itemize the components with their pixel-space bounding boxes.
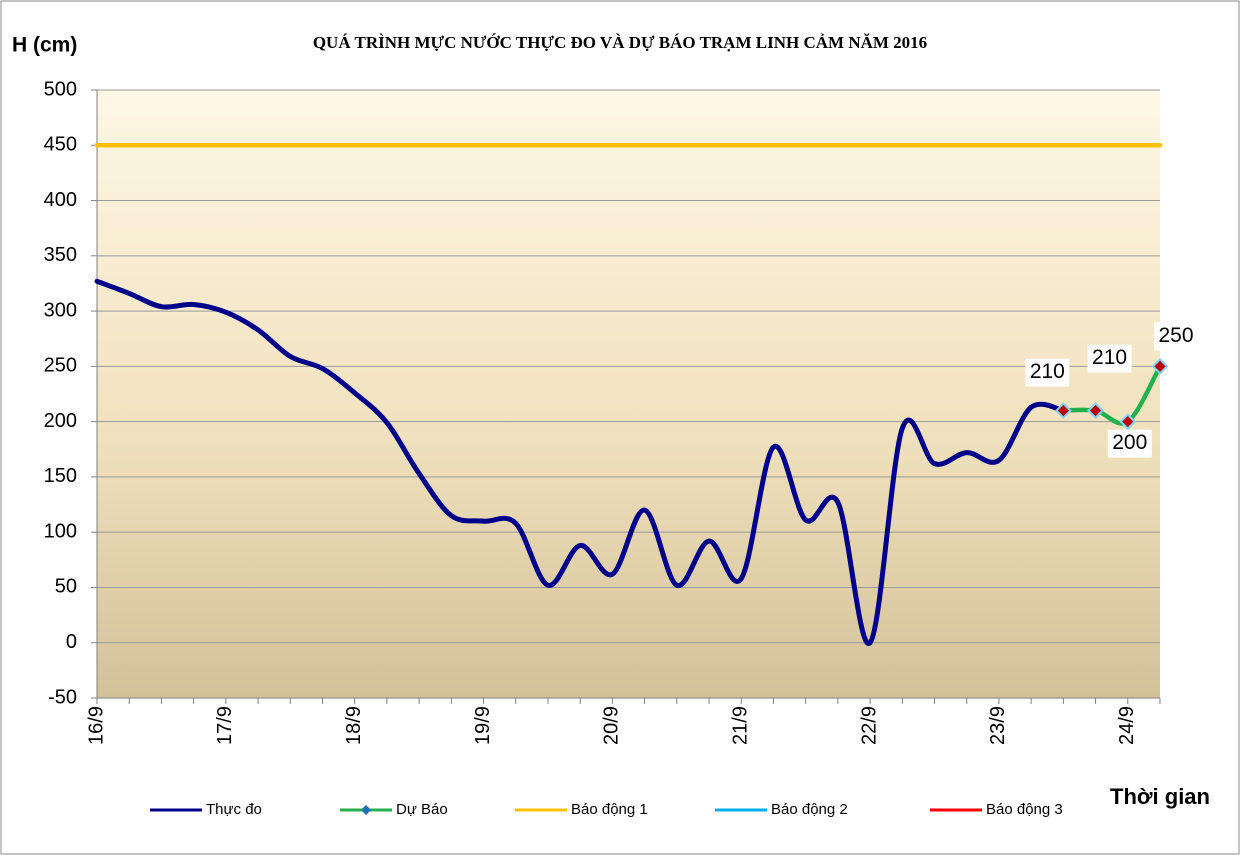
legend-label: Báo động 1 xyxy=(571,801,648,818)
data-label-bg xyxy=(1107,429,1152,458)
data-label-bg xyxy=(1025,358,1070,387)
chart-title: QUÁ TRÌNH MỰC NƯỚC THỰC ĐO VÀ DỰ BÁO TRẠ… xyxy=(313,33,927,52)
legend-marker xyxy=(361,805,371,815)
x-axis-label: Thời gian xyxy=(1110,784,1210,809)
marker xyxy=(1119,413,1137,431)
plot-area xyxy=(97,90,1160,698)
data-label-bg xyxy=(1087,344,1132,373)
y-axis-label: H (cm) xyxy=(12,34,77,57)
marker xyxy=(1054,402,1072,419)
legend-label: Báo động 2 xyxy=(771,801,848,818)
y-tick-label: 450 xyxy=(44,134,77,156)
y-tick-label: 150 xyxy=(44,465,77,487)
marker xyxy=(1087,402,1104,419)
series-line xyxy=(94,278,1066,646)
y-tick-label: 0 xyxy=(66,631,77,653)
data-label-bg xyxy=(1154,322,1198,351)
y-tick-label: 250 xyxy=(44,355,77,377)
legend-label: Dự Báo xyxy=(396,801,448,818)
data-label: 250 xyxy=(1158,324,1193,347)
data-label: 210 xyxy=(1092,346,1127,369)
x-tick-label: 19/9 xyxy=(472,706,494,745)
x-tick-label: 21/9 xyxy=(730,706,752,745)
x-tick-label: 17/9 xyxy=(214,706,236,745)
series-line xyxy=(1061,364,1163,426)
x-tick-label: 20/9 xyxy=(601,706,623,745)
y-tick-label: 500 xyxy=(44,78,77,100)
x-tick-label: 24/9 xyxy=(1116,706,1138,745)
y-tick-label: 50 xyxy=(55,576,77,598)
x-tick-label: 22/9 xyxy=(858,706,880,745)
y-tick-label: 350 xyxy=(44,244,77,266)
y-tick-label: 300 xyxy=(44,299,77,321)
y-tick-label: -50 xyxy=(48,686,77,708)
data-label: 200 xyxy=(1112,431,1147,454)
data-label: 210 xyxy=(1030,360,1065,383)
y-tick-label: 200 xyxy=(44,410,77,432)
x-tick-label: 23/9 xyxy=(987,706,1009,745)
legend-label: Báo động 3 xyxy=(986,801,1063,818)
legend-label: Thực đo xyxy=(206,801,262,818)
y-tick-label: 100 xyxy=(44,520,77,542)
marker xyxy=(1151,357,1169,375)
x-tick-label: 18/9 xyxy=(343,706,365,745)
x-tick-label: 16/9 xyxy=(85,706,107,745)
y-tick-label: 400 xyxy=(44,189,77,211)
